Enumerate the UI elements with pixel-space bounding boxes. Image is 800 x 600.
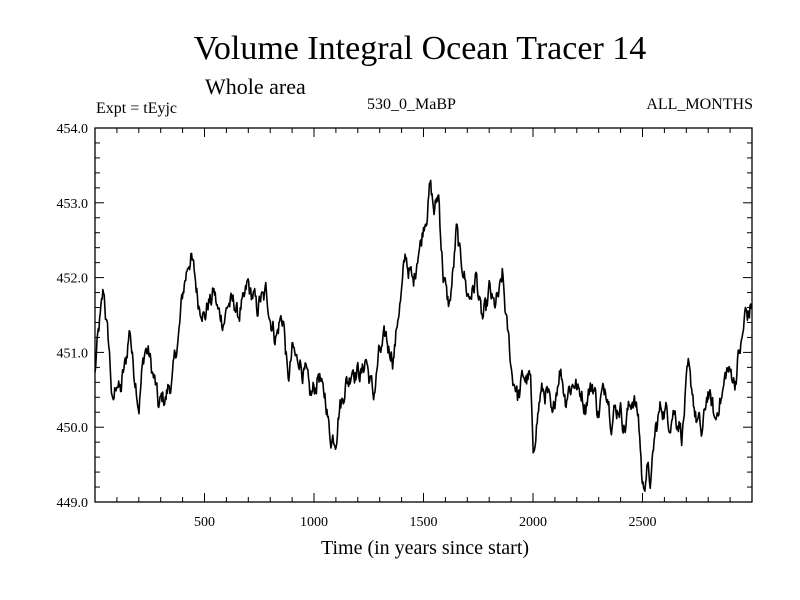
y-tick-label: 450.0 bbox=[57, 421, 89, 436]
period-label: 530_0_MaBP bbox=[367, 96, 456, 113]
months-label: ALL_MONTHS bbox=[646, 96, 753, 113]
series-line bbox=[94, 179, 753, 492]
x-tick-label: 2500 bbox=[629, 515, 657, 530]
experiment-label: Expt = tEyjc bbox=[96, 100, 178, 117]
y-tick-label: 451.0 bbox=[57, 346, 89, 361]
x-tick-label: 500 bbox=[194, 515, 215, 530]
x-axis-label: Time (in years since start) bbox=[320, 537, 530, 559]
y-tick-label: 454.0 bbox=[57, 122, 89, 137]
y-tick-label: 453.0 bbox=[57, 197, 89, 212]
chart-subtitle: Whole area bbox=[205, 74, 306, 99]
x-tick-label: 1000 bbox=[300, 515, 328, 530]
x-tick-label: 1500 bbox=[410, 515, 438, 530]
x-tick-label: 2000 bbox=[519, 515, 547, 530]
y-tick-label: 452.0 bbox=[57, 272, 89, 287]
y-tick-label: 449.0 bbox=[57, 496, 89, 511]
chart-title: Volume Integral Ocean Tracer 14 bbox=[193, 30, 647, 67]
